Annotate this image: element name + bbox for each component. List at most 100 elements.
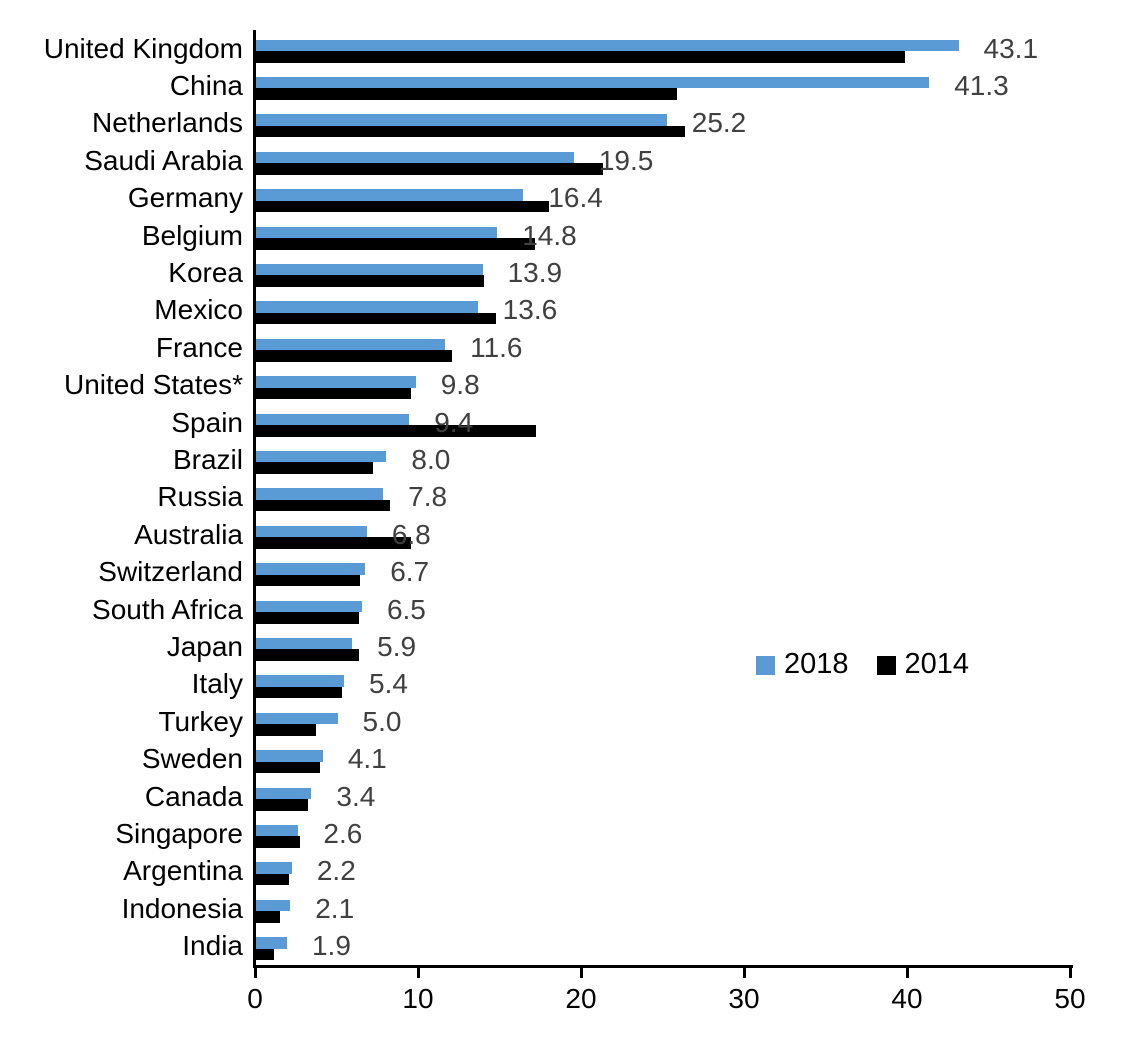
bar-2018 bbox=[256, 525, 367, 538]
x-axis-tick-label: 20 bbox=[565, 983, 597, 1014]
category-label: India bbox=[182, 930, 243, 962]
bar-2018 bbox=[256, 114, 667, 126]
x-axis-line bbox=[252, 965, 1073, 968]
bar-2014 bbox=[256, 649, 359, 661]
category-label: South Africa bbox=[92, 593, 243, 625]
category-row: Japan 5.9 bbox=[0, 628, 1123, 665]
category-row: Switzerland 6.7 bbox=[0, 554, 1123, 591]
category-row: Brazil 8.0 bbox=[0, 441, 1123, 478]
value-label: 7.8 bbox=[408, 481, 448, 513]
category-label: Sweden bbox=[141, 743, 243, 775]
category-label: United States* bbox=[64, 369, 243, 401]
bar-2018 bbox=[256, 937, 287, 949]
category-row: Turkey 5.0 bbox=[0, 703, 1123, 740]
value-label: 4.1 bbox=[347, 743, 387, 775]
category-label: Spain bbox=[171, 406, 243, 438]
bar-2014 bbox=[256, 163, 604, 175]
bar-2014 bbox=[256, 911, 281, 923]
bar-2018 bbox=[256, 899, 291, 912]
category-row: Netherlands 25.2 bbox=[0, 105, 1123, 142]
bar-2014 bbox=[256, 724, 317, 736]
x-axis-tick bbox=[742, 968, 746, 978]
value-label: 1.9 bbox=[311, 930, 351, 962]
category-label: Korea bbox=[168, 257, 243, 289]
category-label: Indonesia bbox=[121, 892, 243, 924]
value-label: 3.4 bbox=[336, 780, 376, 812]
bar-2018 bbox=[256, 76, 930, 89]
value-label: 2.2 bbox=[316, 855, 356, 887]
legend-swatch-2018 bbox=[756, 656, 775, 675]
category-row: Korea 13.9 bbox=[0, 254, 1123, 291]
bar-2018 bbox=[256, 862, 292, 874]
category-label: Japan bbox=[166, 631, 243, 663]
legend-label-2018: 2018 bbox=[784, 648, 849, 680]
category-label: Canada bbox=[144, 780, 243, 812]
value-label: 11.6 bbox=[470, 331, 523, 363]
bar-2018 bbox=[256, 488, 384, 500]
bar-2014 bbox=[256, 125, 685, 138]
category-row: Mexico 13.6 bbox=[0, 292, 1123, 329]
bar-2014 bbox=[256, 612, 359, 624]
bar-2018 bbox=[256, 301, 478, 313]
value-label: 43.1 bbox=[983, 32, 1039, 64]
legend-item-2014: 2014 bbox=[876, 650, 969, 679]
bar-2014 bbox=[256, 761, 320, 774]
x-axis-tick-label: 40 bbox=[891, 983, 923, 1014]
category-label: Argentina bbox=[123, 855, 243, 887]
category-label: United Kingdom bbox=[43, 32, 243, 64]
value-label: 6.5 bbox=[386, 593, 426, 625]
bar-2014 bbox=[256, 574, 361, 587]
category-label: Netherlands bbox=[92, 107, 243, 139]
category-row: India 1.9 bbox=[0, 928, 1123, 965]
value-label: 13.6 bbox=[502, 294, 558, 326]
category-row: China 41.3 bbox=[0, 67, 1123, 104]
value-label: 8.0 bbox=[411, 444, 451, 476]
value-label: 6.7 bbox=[390, 556, 430, 588]
category-row: Spain 9.4 bbox=[0, 404, 1123, 441]
category-row: Argentina 2.2 bbox=[0, 853, 1123, 890]
bar-2014 bbox=[256, 275, 485, 287]
x-axis-tick bbox=[416, 968, 420, 978]
bar-2018 bbox=[256, 226, 498, 238]
category-label: France bbox=[155, 331, 243, 363]
bar-2014 bbox=[256, 686, 343, 699]
bar-2018 bbox=[256, 787, 312, 799]
value-label: 2.1 bbox=[315, 892, 355, 924]
category-row: United Kingdom 43.1 bbox=[0, 30, 1123, 67]
x-axis-tick-label: 10 bbox=[402, 983, 434, 1014]
bar-2018 bbox=[256, 413, 410, 425]
bar-2014 bbox=[256, 200, 550, 213]
value-label: 14.8 bbox=[522, 219, 577, 251]
bar-2018 bbox=[256, 712, 338, 725]
category-label: Germany bbox=[127, 182, 243, 214]
bar-2018 bbox=[256, 263, 483, 276]
bar-2014 bbox=[256, 312, 496, 325]
bar-2014 bbox=[256, 387, 411, 400]
bar-2018 bbox=[256, 824, 299, 837]
category-row: Canada 3.4 bbox=[0, 778, 1123, 815]
bar-2014 bbox=[256, 499, 390, 512]
bar-2018 bbox=[256, 600, 362, 612]
bar-2018 bbox=[256, 675, 345, 687]
bar-2018 bbox=[256, 750, 323, 762]
value-label: 19.5 bbox=[598, 144, 654, 176]
x-axis-tick-label: 50 bbox=[1054, 983, 1086, 1014]
bar-2014 bbox=[256, 238, 535, 250]
value-label: 25.2 bbox=[691, 107, 747, 139]
value-label: 6.8 bbox=[391, 518, 431, 550]
value-label: 5.0 bbox=[362, 705, 402, 737]
bar-2014 bbox=[256, 462, 374, 474]
category-label: Turkey bbox=[158, 705, 243, 737]
value-label: 9.8 bbox=[440, 369, 480, 401]
category-label: Saudi Arabia bbox=[84, 144, 243, 176]
value-label: 16.4 bbox=[548, 182, 603, 214]
x-axis-tick bbox=[579, 968, 583, 978]
x-axis-tick-label: 0 bbox=[247, 983, 263, 1014]
bar-2018 bbox=[256, 189, 524, 201]
bar-2018 bbox=[256, 39, 959, 51]
bar-2018 bbox=[256, 450, 387, 463]
bar-2014 bbox=[256, 425, 537, 437]
category-row: Singapore 2.6 bbox=[0, 815, 1123, 852]
bar-2018 bbox=[256, 151, 574, 164]
